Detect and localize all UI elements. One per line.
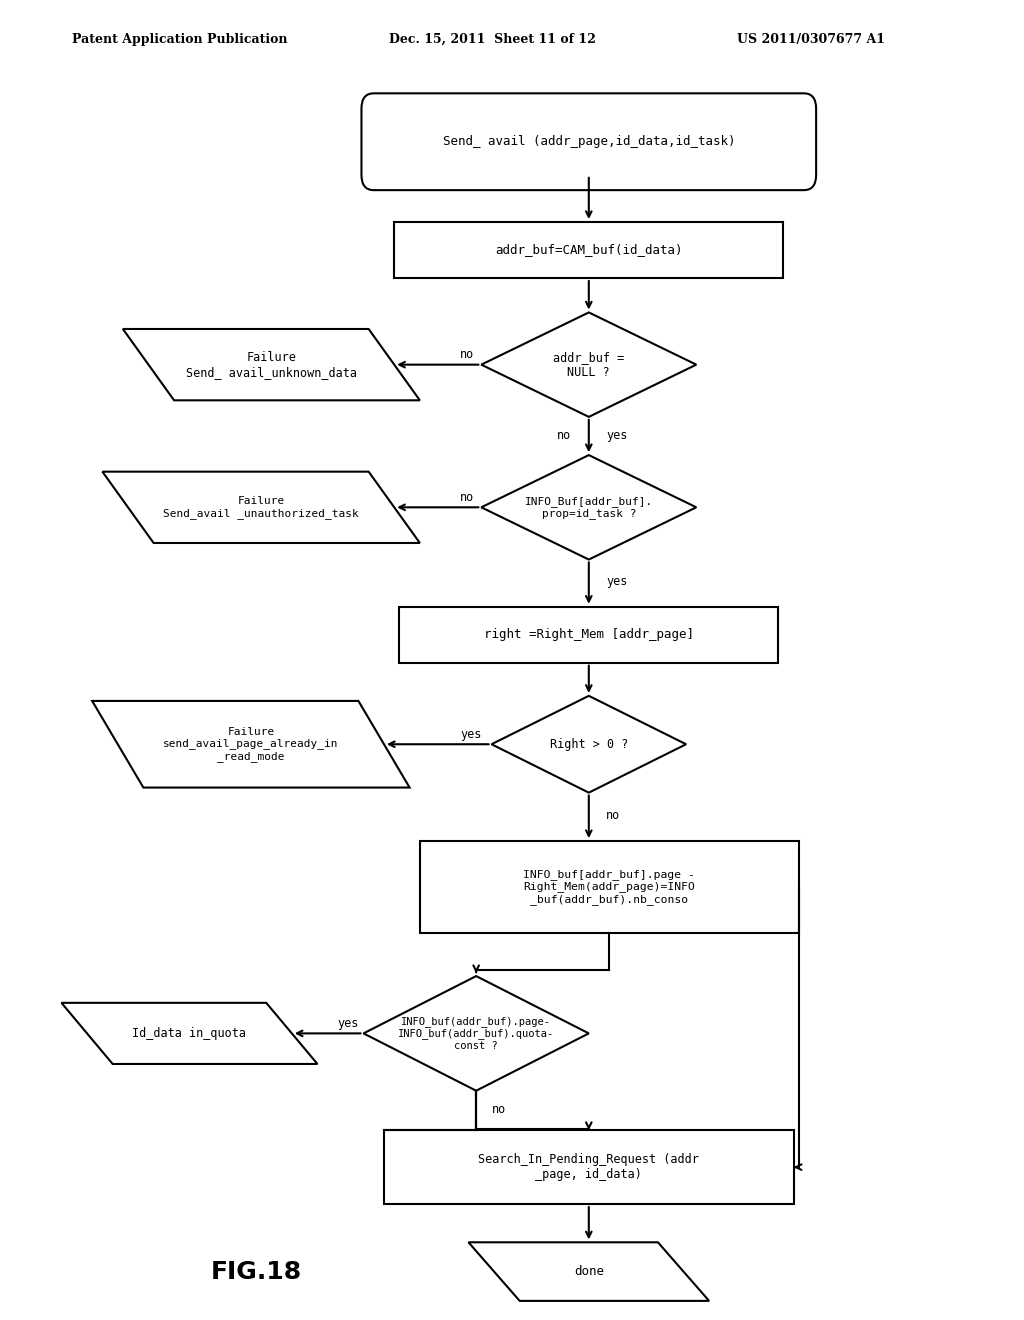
Text: Failure
Send_avail _unauthorized_task: Failure Send_avail _unauthorized_task bbox=[163, 496, 359, 519]
FancyBboxPatch shape bbox=[361, 94, 816, 190]
Text: no: no bbox=[492, 1104, 506, 1117]
Text: right =Right_Mem [addr_page]: right =Right_Mem [addr_page] bbox=[483, 628, 694, 642]
Polygon shape bbox=[481, 313, 696, 417]
Text: no: no bbox=[557, 429, 571, 442]
Text: Dec. 15, 2011  Sheet 11 of 12: Dec. 15, 2011 Sheet 11 of 12 bbox=[389, 33, 596, 46]
Text: Failure
send_avail_page_already_in
_read_mode: Failure send_avail_page_already_in _read… bbox=[163, 727, 339, 762]
Text: Send_ avail (addr_page,id_data,id_task): Send_ avail (addr_page,id_data,id_task) bbox=[442, 135, 735, 148]
Text: addr_buf=CAM_buf(id_data): addr_buf=CAM_buf(id_data) bbox=[495, 243, 683, 256]
Polygon shape bbox=[102, 471, 420, 543]
Text: no: no bbox=[460, 348, 474, 360]
Text: FIG.18: FIG.18 bbox=[211, 1261, 301, 1284]
Bar bbox=[394, 222, 783, 279]
Polygon shape bbox=[92, 701, 410, 788]
Polygon shape bbox=[123, 329, 420, 400]
Text: yes: yes bbox=[606, 429, 628, 442]
Polygon shape bbox=[364, 975, 589, 1090]
Polygon shape bbox=[468, 1242, 709, 1302]
Bar bbox=[384, 1130, 794, 1204]
Polygon shape bbox=[481, 455, 696, 560]
Text: yes: yes bbox=[461, 727, 481, 741]
Text: done: done bbox=[573, 1265, 604, 1278]
Polygon shape bbox=[492, 696, 686, 792]
Text: Search_In_Pending_Request (addr
_page, id_data): Search_In_Pending_Request (addr _page, i… bbox=[478, 1154, 699, 1181]
Text: US 2011/0307677 A1: US 2011/0307677 A1 bbox=[737, 33, 886, 46]
Bar bbox=[399, 607, 778, 663]
Text: addr_buf =
NULL ?: addr_buf = NULL ? bbox=[553, 351, 625, 379]
Text: INFO_Buf[addr_buf].
prop=id_task ?: INFO_Buf[addr_buf]. prop=id_task ? bbox=[524, 495, 653, 519]
Polygon shape bbox=[61, 1003, 317, 1064]
Text: Failure
Send_ avail_unknown_data: Failure Send_ avail_unknown_data bbox=[186, 351, 356, 379]
Text: no: no bbox=[460, 491, 474, 504]
Text: INFO_buf(addr_buf).page-
INFO_buf(addr_buf).quota-
const ?: INFO_buf(addr_buf).page- INFO_buf(addr_b… bbox=[398, 1016, 554, 1051]
Text: no: no bbox=[606, 809, 621, 822]
Text: Id_data in_quota: Id_data in_quota bbox=[132, 1027, 247, 1040]
Text: Right > 0 ?: Right > 0 ? bbox=[550, 738, 628, 751]
Text: yes: yes bbox=[338, 1016, 358, 1030]
Text: INFO_buf[addr_buf].page -
Right_Mem(addr_page)=INFO
_buf(addr_buf).nb_conso: INFO_buf[addr_buf].page - Right_Mem(addr… bbox=[523, 869, 695, 906]
Text: Patent Application Publication: Patent Application Publication bbox=[72, 33, 287, 46]
Bar bbox=[420, 841, 799, 933]
Text: yes: yes bbox=[606, 574, 628, 587]
